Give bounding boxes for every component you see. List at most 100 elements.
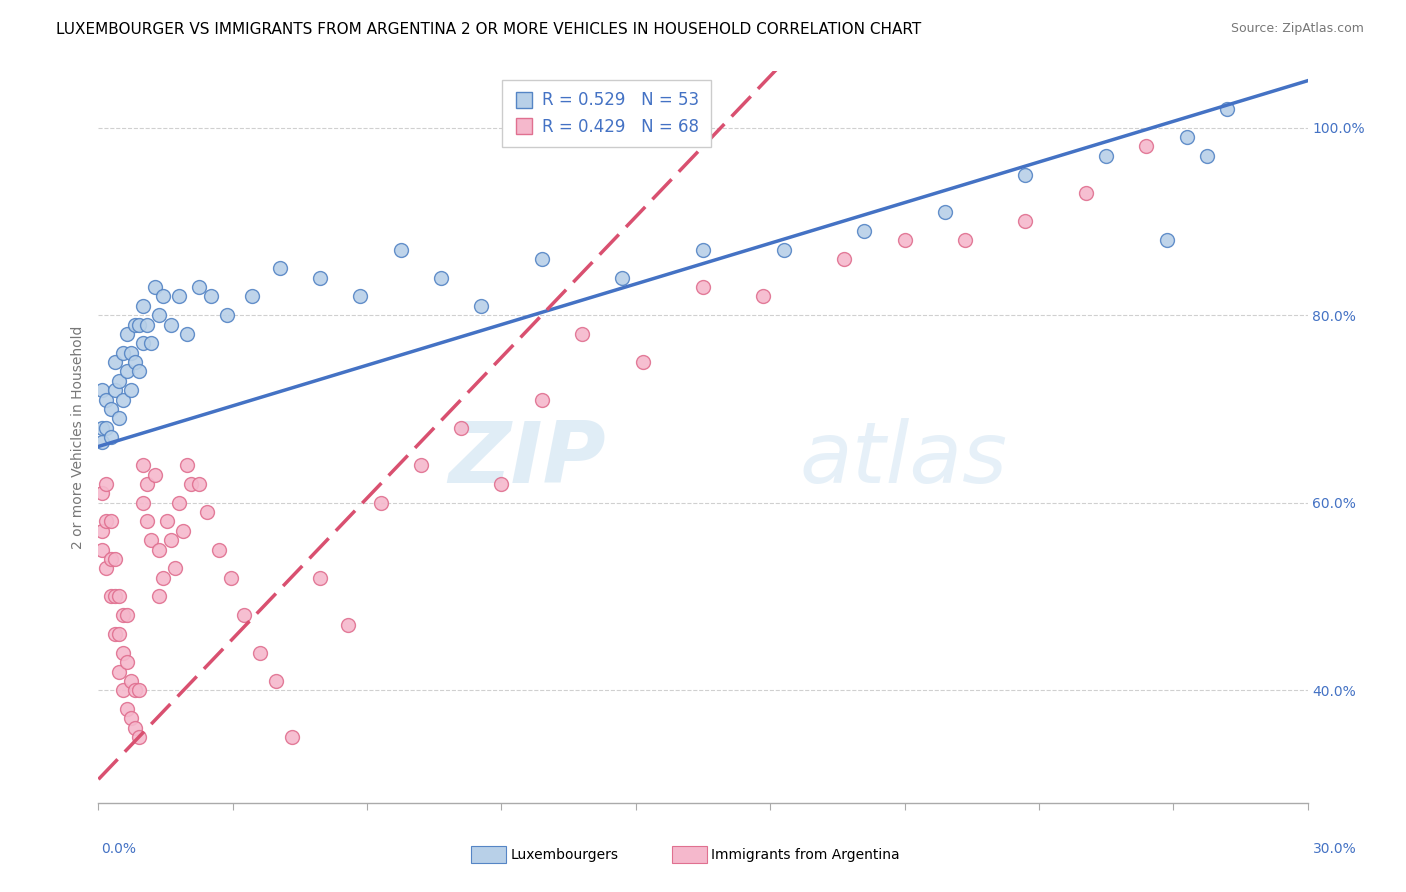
Point [148,308,170,322]
Point [124,355,146,369]
Point [91,434,114,449]
Point [249,646,271,660]
Point [135,515,157,529]
Point [107,590,129,604]
Point [103,590,125,604]
Point [180,477,202,491]
Point [853,224,876,238]
Point [132,299,155,313]
Point [172,524,194,538]
Point [128,364,150,378]
Point [103,552,125,566]
Point [107,411,129,425]
Text: 0.0%: 0.0% [101,842,136,856]
Point [139,533,162,548]
Point [128,683,150,698]
Point [409,458,432,473]
Point [208,542,231,557]
Point [1216,102,1239,116]
Point [160,318,183,332]
Point [107,374,129,388]
Point [389,243,412,257]
Point [124,318,146,332]
Y-axis label: 2 or more Vehicles in Household: 2 or more Vehicles in Household [72,326,86,549]
Point [953,233,976,247]
Point [240,289,263,303]
Point [100,515,122,529]
Point [91,524,114,538]
Point [1074,186,1097,201]
Point [217,308,239,322]
Point [893,233,915,247]
Point [124,683,146,698]
Point [692,243,714,257]
Point [309,270,332,285]
Point [91,420,114,434]
Point [115,702,138,716]
Point [450,420,472,434]
Point [1135,139,1157,153]
Text: ZIP: ZIP [449,417,606,500]
Point [188,477,211,491]
Point [96,392,118,407]
Point [1095,149,1118,163]
Text: atlas: atlas [800,417,1008,500]
Point [349,289,371,303]
Point [128,318,150,332]
Point [103,355,125,369]
Point [337,617,360,632]
Point [176,326,198,341]
Text: LUXEMBOURGER VS IMMIGRANTS FROM ARGENTINA 2 OR MORE VEHICLES IN HOUSEHOLD CORREL: LUXEMBOURGER VS IMMIGRANTS FROM ARGENTIN… [56,22,921,37]
Point [96,561,118,575]
Point [152,571,174,585]
Point [1195,149,1218,163]
Point [115,608,138,623]
Point [269,261,291,276]
Point [111,646,134,660]
Point [111,392,134,407]
Point [148,542,170,557]
Point [163,561,186,575]
Point [135,318,157,332]
Point [1156,233,1178,247]
Point [96,477,118,491]
Point [132,458,155,473]
Text: Source: ZipAtlas.com: Source: ZipAtlas.com [1230,22,1364,36]
Point [124,721,146,735]
Point [195,505,218,519]
Point [115,326,138,341]
Point [132,336,155,351]
Point [309,571,332,585]
Point [148,590,170,604]
Point [120,383,142,397]
Point [612,270,634,285]
Text: Luxembourgers: Luxembourgers [510,847,619,862]
Point [111,683,134,698]
Point [281,730,304,744]
Point [135,477,157,491]
Point [188,280,211,294]
Point [160,533,183,548]
Point [120,673,142,688]
Point [96,420,118,434]
Point [100,430,122,444]
Point [176,458,198,473]
Point [167,496,190,510]
Point [91,542,114,557]
Point [91,486,114,500]
Point [100,401,122,416]
Text: 30.0%: 30.0% [1313,842,1357,856]
Point [111,608,134,623]
Point [120,345,142,359]
Point [115,655,138,669]
Point [139,336,162,351]
Text: Immigrants from Argentina: Immigrants from Argentina [711,847,900,862]
Point [1014,214,1036,228]
Point [107,627,129,641]
Point [1175,130,1198,145]
Point [1014,168,1036,182]
Point [152,289,174,303]
Point [232,608,254,623]
Point [111,345,134,359]
Point [832,252,855,266]
